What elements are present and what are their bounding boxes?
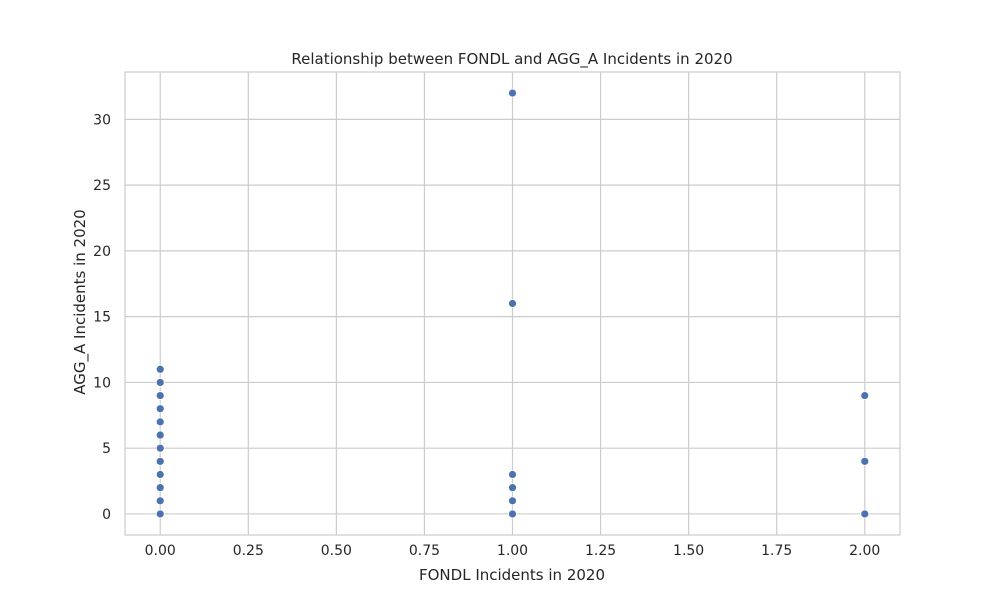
- data-point: [155, 364, 165, 374]
- data-point: [860, 456, 870, 466]
- data-point: [508, 299, 517, 308]
- y-tick-label: 10: [93, 375, 111, 391]
- y-axis-label: AGG_A Incidents in 2020: [71, 209, 90, 394]
- data-point: [155, 391, 165, 400]
- data-point: [860, 509, 870, 519]
- data-point: [508, 470, 517, 479]
- x-tick-label: 1.00: [497, 543, 528, 559]
- x-tick-label: 1.25: [585, 543, 616, 559]
- data-point: [155, 483, 165, 493]
- x-tick-label: 0.75: [409, 543, 440, 559]
- data-point: [155, 417, 165, 427]
- data-point: [508, 509, 517, 519]
- x-tick-labels: 0.00 0.25 0.50 0.75 1.00 1.25 1.50 1.75 2.00: [145, 543, 881, 559]
- chart-title: Relationship between FONDL and AGG_A Inc…: [291, 50, 732, 69]
- data-point: [155, 404, 165, 414]
- x-tick-label: 2.00: [849, 543, 880, 559]
- data-point: [508, 496, 517, 506]
- y-tick-label: 0: [102, 507, 111, 523]
- data-point: [860, 391, 870, 400]
- y-tick-label: 15: [93, 310, 111, 326]
- data-point: [155, 443, 165, 453]
- x-tick-label: 0.00: [145, 543, 176, 559]
- y-tick-label: 20: [93, 244, 111, 260]
- x-tick-label: 0.25: [233, 543, 264, 559]
- data-point: [155, 378, 165, 387]
- data-point: [155, 430, 165, 440]
- data-points: [155, 88, 870, 519]
- data-point: [508, 483, 517, 493]
- y-tick-label: 30: [93, 112, 111, 128]
- data-point: [155, 509, 165, 519]
- data-point: [155, 496, 165, 506]
- data-point: [508, 88, 517, 98]
- data-point: [155, 470, 165, 479]
- plot-frame: [124, 71, 901, 536]
- data-point: [155, 456, 165, 466]
- x-axis-label: FONDL Incidents in 2020: [419, 566, 605, 584]
- y-tick-labels: 0 5 10 15 20 25 30: [93, 112, 111, 523]
- x-tick-label: 1.50: [673, 543, 704, 559]
- y-gridlines: [125, 118, 900, 515]
- x-tick-label: 1.75: [761, 543, 792, 559]
- y-tick-label: 5: [102, 441, 111, 457]
- x-tick-label: 0.50: [321, 543, 352, 559]
- y-tick-label: 25: [93, 178, 111, 194]
